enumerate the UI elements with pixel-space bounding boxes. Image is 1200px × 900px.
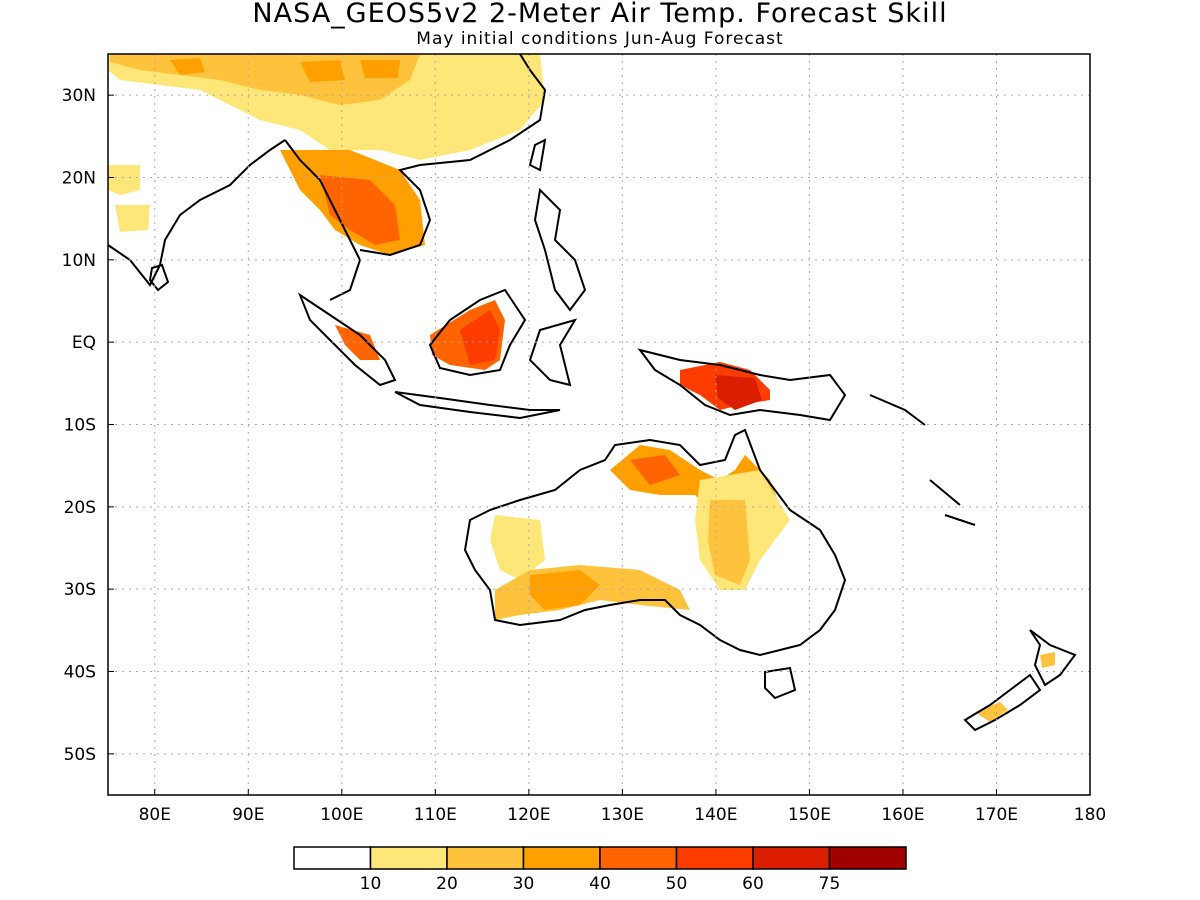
coastline-java [394, 391, 561, 420]
lat-tick-label: 40S [64, 663, 96, 683]
coastline-india [108, 139, 286, 287]
lat-tick-label: 10N [62, 251, 96, 271]
region-tibet-hot [170, 58, 400, 82]
region-indochina [320, 175, 400, 245]
region-borneo-core [460, 310, 500, 365]
region-india [108, 165, 150, 232]
coastline-nz-south [963, 673, 1042, 732]
coastlines [108, 54, 1077, 732]
coastline-tasmania [764, 666, 797, 700]
coastline-sumatra [297, 292, 397, 387]
lon-tick-label: 110E [414, 805, 457, 825]
colorbar-label: 60 [742, 874, 764, 894]
colorbar-label: 20 [436, 874, 458, 894]
skill-shading [108, 54, 1055, 722]
colorbar-label: 75 [819, 874, 841, 894]
map-subtitle: May initial conditions Jun-Aug Forecast [416, 29, 784, 49]
coastline-sulawesi [528, 318, 578, 387]
region-australia-southwest [530, 570, 600, 610]
lon-tick-label: 170E [975, 805, 1018, 825]
lat-tick-label: 10S [64, 416, 96, 436]
coastline-nz-north [1029, 629, 1077, 687]
colorbar-swatch [446, 846, 525, 870]
coastline-taiwan [528, 138, 547, 172]
lat-tick-label: 20N [62, 169, 96, 189]
region-australia-west [490, 515, 545, 580]
colorbar-label: 10 [360, 874, 382, 894]
coastline-australia [463, 428, 847, 657]
lon-tick-label: 160E [881, 805, 924, 825]
coastline-solomons [869, 394, 976, 526]
lat-tick-label: EQ [72, 333, 96, 353]
colorbar-swatch [675, 846, 754, 870]
lat-tick-label: 30S [64, 580, 96, 600]
coastline-borneo [428, 288, 527, 377]
lon-tick-label: 100E [320, 805, 363, 825]
lon-tick-label: 180 [1074, 805, 1106, 825]
lat-tick-label: 20S [64, 498, 96, 518]
colorbar-swatch [293, 846, 372, 870]
coastline-philippines [533, 187, 587, 312]
lat-tick-label: 30N [62, 86, 96, 106]
coastline-sri-lanka [148, 263, 170, 292]
region-australia-north-inner [630, 455, 778, 520]
colorbar-label: 40 [589, 874, 611, 894]
lon-tick-label: 130E [601, 805, 644, 825]
region-new-guinea [715, 375, 762, 410]
region-new-zealand [975, 652, 1055, 722]
coastline-new-guinea [637, 348, 847, 422]
latitude-axis: 30N 20N 10N EQ 10S 20S 30S 40S 50S [62, 86, 114, 765]
colorbar-swatch [752, 846, 831, 870]
region-australia-east-mid [708, 500, 750, 585]
colorbar: 10 20 30 40 50 60 75 [293, 846, 907, 894]
colorbar-swatch [599, 846, 678, 870]
coastline-china [284, 54, 547, 301]
colorbar-swatch [522, 846, 601, 870]
colorbar-swatch [828, 846, 907, 870]
lon-tick-label: 120E [507, 805, 550, 825]
map-title: NASA_GEOS5v2 2-Meter Air Temp. Forecast … [252, 0, 948, 29]
colorbar-label: 30 [513, 874, 535, 894]
colorbar-swatch [369, 846, 448, 870]
longitude-axis: 80E 90E 100E 110E 120E 130E 140E 150E 160E 170E 18… [139, 789, 1106, 825]
colorbar-label: 50 [666, 874, 688, 894]
lon-tick-label: 150E [788, 805, 831, 825]
lon-tick-label: 90E [232, 805, 264, 825]
region-tibet [108, 54, 545, 160]
lat-tick-label: 50S [64, 745, 96, 765]
lon-tick-label: 80E [139, 805, 171, 825]
lon-tick-label: 140E [694, 805, 737, 825]
grid-lines [108, 54, 1090, 795]
region-sumatra [335, 325, 380, 360]
